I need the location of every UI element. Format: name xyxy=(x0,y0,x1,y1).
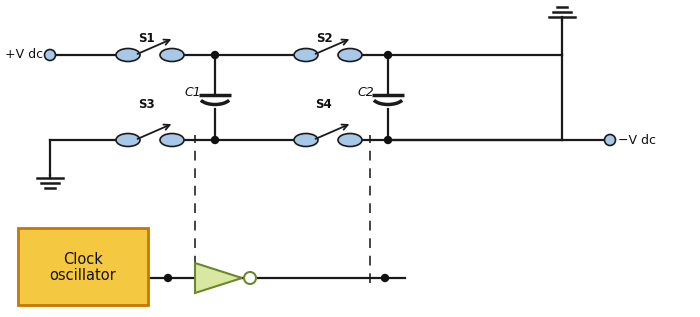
Text: oscillator: oscillator xyxy=(50,268,116,283)
Ellipse shape xyxy=(160,49,184,61)
Ellipse shape xyxy=(338,133,362,146)
Ellipse shape xyxy=(160,133,184,146)
Ellipse shape xyxy=(294,133,318,146)
Circle shape xyxy=(384,137,391,144)
Circle shape xyxy=(211,137,218,144)
Text: C1: C1 xyxy=(185,86,202,99)
Text: S2: S2 xyxy=(316,31,332,44)
FancyBboxPatch shape xyxy=(18,228,148,305)
Text: S4: S4 xyxy=(316,99,332,112)
Ellipse shape xyxy=(294,49,318,61)
Circle shape xyxy=(211,51,218,59)
Text: Clock: Clock xyxy=(63,252,103,267)
Ellipse shape xyxy=(116,133,140,146)
Circle shape xyxy=(244,272,256,284)
Circle shape xyxy=(45,49,55,61)
Circle shape xyxy=(384,51,391,59)
Text: S3: S3 xyxy=(138,99,154,112)
Ellipse shape xyxy=(116,49,140,61)
Text: −V dc: −V dc xyxy=(618,133,656,146)
Text: +V dc: +V dc xyxy=(5,49,43,61)
Circle shape xyxy=(605,134,615,146)
Polygon shape xyxy=(195,263,242,293)
Circle shape xyxy=(382,275,388,281)
Text: C2: C2 xyxy=(358,86,374,99)
Text: S1: S1 xyxy=(138,31,154,44)
Circle shape xyxy=(164,275,172,281)
Ellipse shape xyxy=(338,49,362,61)
